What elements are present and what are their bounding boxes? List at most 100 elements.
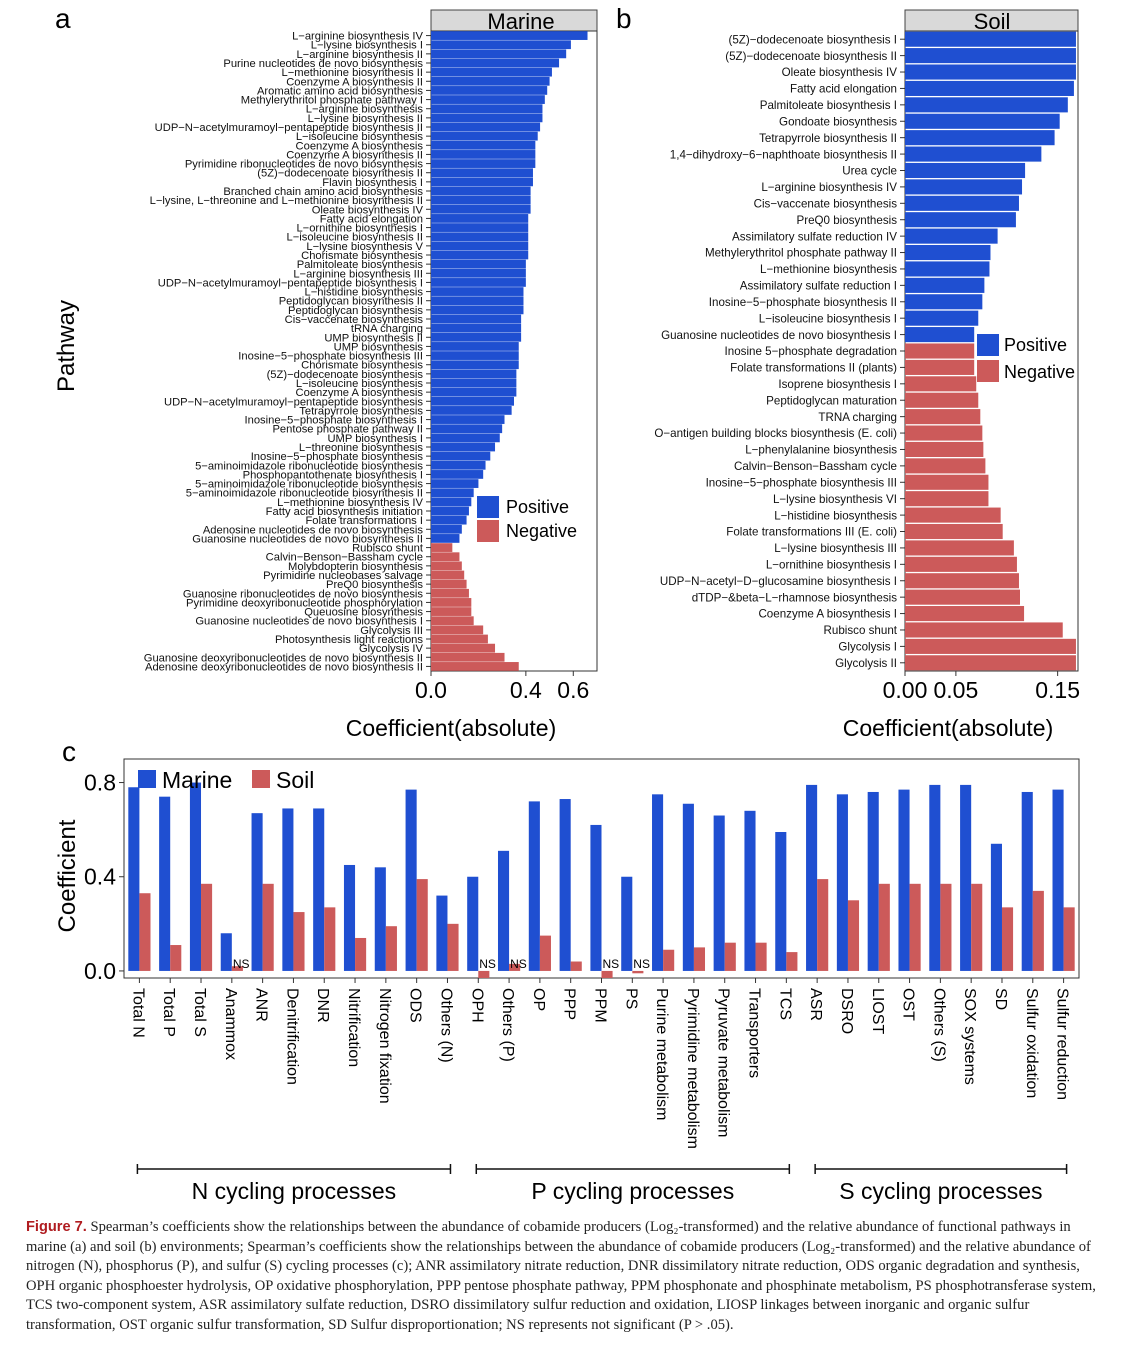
soil-bar (905, 409, 981, 425)
marine-category-label: UMP biosynthesis I (327, 433, 423, 445)
marine-category-label: Phosphopantothenate biosynthesis I (243, 469, 423, 481)
figure-caption-label: Figure 7. (26, 1219, 87, 1235)
marine-category-label: 5−aminoimidazole ribonucleotide biosynth… (195, 479, 423, 491)
soil-category-label: Inosine 5−phosphate degradation (725, 345, 897, 358)
marine-bar (431, 31, 588, 40)
soil-bar (905, 589, 1020, 605)
soil-bar (905, 31, 1076, 47)
cycling-category-label: ANR (253, 988, 270, 1022)
soil-category-label: Coenzyme A biosynthesis I (758, 608, 897, 621)
soil-category-label: Isoprene biosynthesis I (778, 378, 897, 391)
soil-bar (905, 80, 1074, 96)
marine-category-label: Glycolysis III (360, 625, 423, 637)
marine-category-label: Methylerythritol phosphate pathway I (241, 95, 423, 107)
marine-bar (431, 479, 479, 488)
soil-category-label: O−antigen building blocks biosynthesis (… (654, 427, 897, 440)
soil-category-label: Peptidoglycan maturation (766, 394, 897, 407)
ns-label: NS (233, 957, 250, 971)
soil-bar (905, 425, 983, 441)
soil-bar (905, 376, 977, 392)
ns-label: NS (633, 957, 650, 971)
marine-bar (431, 268, 526, 278)
cycling-bar-marine (189, 782, 202, 971)
soil-category-label: L−phenylalanine biosynthesis (745, 444, 897, 457)
cycling-bar-marine (497, 850, 510, 971)
marine-bar (431, 360, 519, 370)
marine-bar (431, 497, 472, 507)
cycling-bar-marine (898, 789, 910, 971)
soil-bar (905, 458, 986, 474)
cycling-category-label: Others (P) (499, 988, 516, 1062)
soil-bar (905, 310, 979, 326)
soil-bar (905, 392, 979, 408)
marine-bar (431, 387, 517, 397)
marine-category-label: L−isoleucine biosynthesis (296, 378, 424, 390)
marine-bar (431, 588, 469, 598)
cycling-bar-marine (990, 843, 1002, 971)
soil-bar (905, 343, 975, 359)
marine-category-label: Adenosine deoxyribonucleotides de novo b… (145, 661, 423, 673)
cycling-bar-soil (385, 926, 397, 971)
cycling-category-label: OP (530, 988, 547, 1011)
soil-bar (905, 64, 1076, 80)
soil-xlabel: Coefficient(absolute) (843, 715, 1054, 741)
marine-bar (431, 552, 460, 562)
soil-xtick-label: 0.00 (883, 677, 928, 703)
cycling-category-label: Transporters (746, 988, 763, 1078)
marine-bar (431, 369, 517, 379)
marine-category-label: L−lysine biosynthesis I (311, 40, 423, 52)
cycling-category-label: DNR (314, 988, 331, 1023)
marine-bar (431, 534, 460, 543)
marine-category-label: Pentose phosphate pathway II (272, 424, 423, 436)
marine-category-label: Branched chain amino acid biosynthesis (223, 186, 423, 198)
marine-bar (431, 625, 484, 635)
marine-category-label: Coenzyme A biosynthesis II (286, 76, 423, 88)
soil-category-label: Tetrapyrrole biosynthesis II (759, 132, 897, 145)
cycling-category-label: DSRO (838, 988, 855, 1034)
marine-bar (431, 305, 524, 315)
marine-category-label: Queuosine biosynthesis (304, 607, 423, 619)
marine-category-label: L−arginine biosynthesis III (293, 268, 423, 280)
marine-category-label: 5−aminoimidazole ribonucleotide biosynth… (186, 488, 423, 500)
marine-bar (431, 652, 505, 662)
cycling-category-label: Anammox (222, 988, 239, 1060)
marine-bar (431, 250, 529, 260)
soil-category-label: Urea cycle (842, 165, 897, 178)
soil-category-label: L−histidine biosynthesis (774, 509, 897, 522)
cycling-bar-marine (713, 815, 725, 971)
marine-bar (431, 140, 536, 150)
cycling-bar-marine (128, 787, 140, 971)
marine-bar (431, 460, 486, 470)
cycling-bar-marine (867, 791, 879, 971)
cycling-bar-soil (847, 900, 860, 971)
marine-category-label: Peptidoglycan biosynthesis (288, 305, 423, 317)
soil-category-label: Fatty acid elongation (790, 83, 897, 96)
cycling-bar-marine (744, 810, 756, 971)
marine-category-label: Folate transformations I (305, 515, 423, 527)
cycling-category-label: Sulfur reduction (1054, 988, 1071, 1100)
soil-category-label: Assimilatory sulfate reduction I (740, 280, 897, 293)
marine-bar (431, 214, 529, 223)
soil-bar (905, 606, 1025, 622)
marine-category-label: L−lysine, L−threonine and L−methionine b… (150, 195, 423, 207)
marine-bar (431, 150, 536, 159)
cycling-bar-marine (590, 824, 602, 971)
cycling-bar-marine (313, 808, 325, 971)
marine-category-label: Flavin biosynthesis I (322, 177, 423, 189)
marine-category-label: Coenzyme A biosynthesis (296, 387, 424, 399)
marine-category-label: Pyrimidine ribonucleotides de novo biosy… (185, 159, 424, 171)
marine-category-label: 5−aminoimidazole ribonucleotide biosynth… (195, 460, 423, 472)
marine-category-label: L−lysine biosynthesis V (306, 241, 423, 253)
cycling-category-label: Denitrification (283, 988, 300, 1085)
cycling-category-label: Nitrogen fixation (376, 988, 393, 1104)
cycling-category-label: PPP (561, 988, 578, 1020)
cycling-bar-soil (755, 942, 767, 971)
marine-bar (431, 259, 526, 269)
soil-category-label: Palmitoleate biosynthesis I (760, 99, 897, 112)
marine-xtick-label: 0.4 (510, 677, 542, 703)
cycling-bar-marine (960, 784, 972, 971)
cycling-bar-soil (262, 883, 274, 971)
marine-bar (431, 168, 533, 178)
marine-bar (431, 598, 472, 607)
cycling-bar-soil (170, 945, 182, 971)
